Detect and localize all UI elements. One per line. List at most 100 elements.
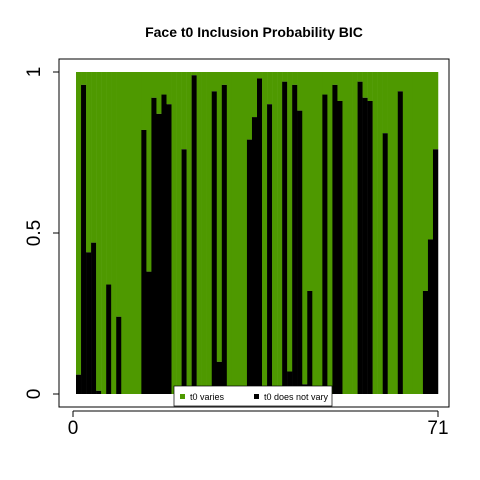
- bar-varies-6: [106, 72, 112, 285]
- bar-varies-61: [382, 72, 388, 134]
- bar-varies-43: [292, 72, 298, 85]
- bar-varies-3: [91, 72, 97, 243]
- y-tick-label-0: 0: [24, 389, 45, 400]
- bar-varies-30: [226, 72, 233, 394]
- bar-not-varies-46: [307, 290, 313, 394]
- bar-varies-53: [342, 72, 348, 394]
- bar-varies-25: [201, 72, 207, 394]
- bar-varies-21: [181, 72, 187, 150]
- bar-varies-44: [297, 72, 303, 111]
- bar-varies-5: [101, 72, 107, 394]
- bar-varies-59: [372, 72, 378, 394]
- bar-varies-38: [267, 72, 273, 105]
- bar-not-varies-13: [141, 129, 147, 394]
- bar-varies-18: [166, 72, 172, 105]
- y-axis: 00.51: [24, 67, 60, 400]
- bar-varies-17: [161, 72, 167, 95]
- bar-not-varies-57: [362, 97, 368, 394]
- bar-varies-16: [156, 72, 162, 114]
- bar-not-varies-3: [91, 242, 97, 394]
- bar-varies-1: [81, 72, 87, 85]
- bar-varies-0: [76, 72, 82, 375]
- legend-box: [173, 385, 333, 407]
- bar-not-varies-36: [257, 78, 263, 394]
- bars-group: [76, 72, 439, 395]
- bar-not-varies-71: [432, 149, 439, 394]
- bar-varies-69: [422, 72, 429, 291]
- bar-not-varies-14: [146, 271, 152, 394]
- bar-not-varies-44: [297, 110, 303, 394]
- bar-varies-7: [111, 72, 117, 394]
- legend-swatch-varies: [180, 394, 185, 399]
- bar-not-varies-6: [106, 284, 112, 394]
- bar-varies-57: [362, 72, 368, 98]
- bar-not-varies-41: [282, 81, 288, 394]
- bar-varies-62: [387, 72, 393, 394]
- bar-not-varies-8: [116, 316, 122, 394]
- bar-varies-19: [171, 72, 177, 394]
- bar-not-varies-49: [322, 94, 328, 394]
- bar-varies-11: [131, 72, 137, 394]
- bar-varies-8: [116, 72, 122, 317]
- bar-varies-60: [377, 72, 383, 394]
- bar-varies-15: [151, 72, 157, 98]
- bar-not-varies-16: [156, 113, 162, 395]
- legend-swatch-not-varies: [254, 394, 259, 399]
- bar-varies-68: [417, 72, 424, 394]
- bar-not-varies-51: [332, 84, 338, 394]
- bar-varies-67: [412, 72, 419, 394]
- legend: t0 varies t0 does not vary: [173, 385, 333, 407]
- bar-varies-49: [322, 72, 328, 95]
- bar-varies-27: [211, 72, 218, 92]
- bar-not-varies-42: [287, 371, 293, 394]
- bar-varies-52: [337, 72, 343, 101]
- bar-not-varies-35: [251, 117, 258, 394]
- bar-not-varies-0: [76, 374, 82, 394]
- bar-not-varies-64: [397, 91, 404, 394]
- bar-varies-46: [307, 72, 313, 291]
- bar-varies-56: [357, 72, 363, 82]
- bar-varies-34: [246, 72, 253, 140]
- bar-varies-64: [397, 72, 404, 92]
- bar-varies-48: [317, 72, 323, 394]
- bar-varies-70: [427, 72, 434, 240]
- bar-not-varies-27: [211, 91, 218, 394]
- bar-varies-26: [206, 72, 212, 394]
- bar-not-varies-28: [216, 361, 223, 394]
- bar-varies-58: [367, 72, 373, 101]
- x-tick-label-0: 0: [68, 418, 79, 439]
- bar-not-varies-38: [267, 104, 273, 394]
- bar-not-varies-34: [246, 139, 253, 394]
- bar-varies-41: [282, 72, 288, 82]
- bar-not-varies-58: [367, 100, 373, 394]
- legend-label-varies: t0 varies: [190, 392, 225, 402]
- bar-varies-4: [96, 72, 102, 391]
- y-tick-label-1: 0.5: [24, 220, 45, 246]
- bar-varies-63: [392, 72, 399, 394]
- chart-title: Face t0 Inclusion Probability BIC: [145, 24, 363, 40]
- bar-varies-22: [186, 72, 192, 394]
- bar-varies-23: [191, 72, 197, 76]
- bar-not-varies-2: [86, 252, 92, 394]
- bar-not-varies-15: [151, 97, 157, 394]
- bar-varies-54: [347, 72, 353, 394]
- bar-varies-32: [236, 72, 243, 394]
- bar-not-varies-18: [166, 104, 172, 394]
- bar-varies-47: [312, 72, 318, 394]
- bar-not-varies-17: [161, 94, 167, 394]
- legend-label-not-varies: t0 does not vary: [264, 392, 329, 402]
- bar-not-varies-70: [427, 239, 434, 394]
- bar-varies-24: [196, 72, 202, 394]
- x-axis: 0 71: [68, 410, 449, 439]
- bar-not-varies-21: [181, 149, 187, 394]
- bar-not-varies-56: [357, 81, 363, 394]
- bar-varies-14: [146, 72, 152, 272]
- bar-varies-31: [231, 72, 238, 394]
- bar-varies-51: [332, 72, 338, 85]
- x-tick-label-1: 71: [427, 418, 448, 439]
- bar-varies-33: [241, 72, 248, 394]
- bar-varies-28: [216, 72, 223, 362]
- bar-not-varies-29: [221, 84, 228, 394]
- bar-varies-65: [402, 72, 409, 394]
